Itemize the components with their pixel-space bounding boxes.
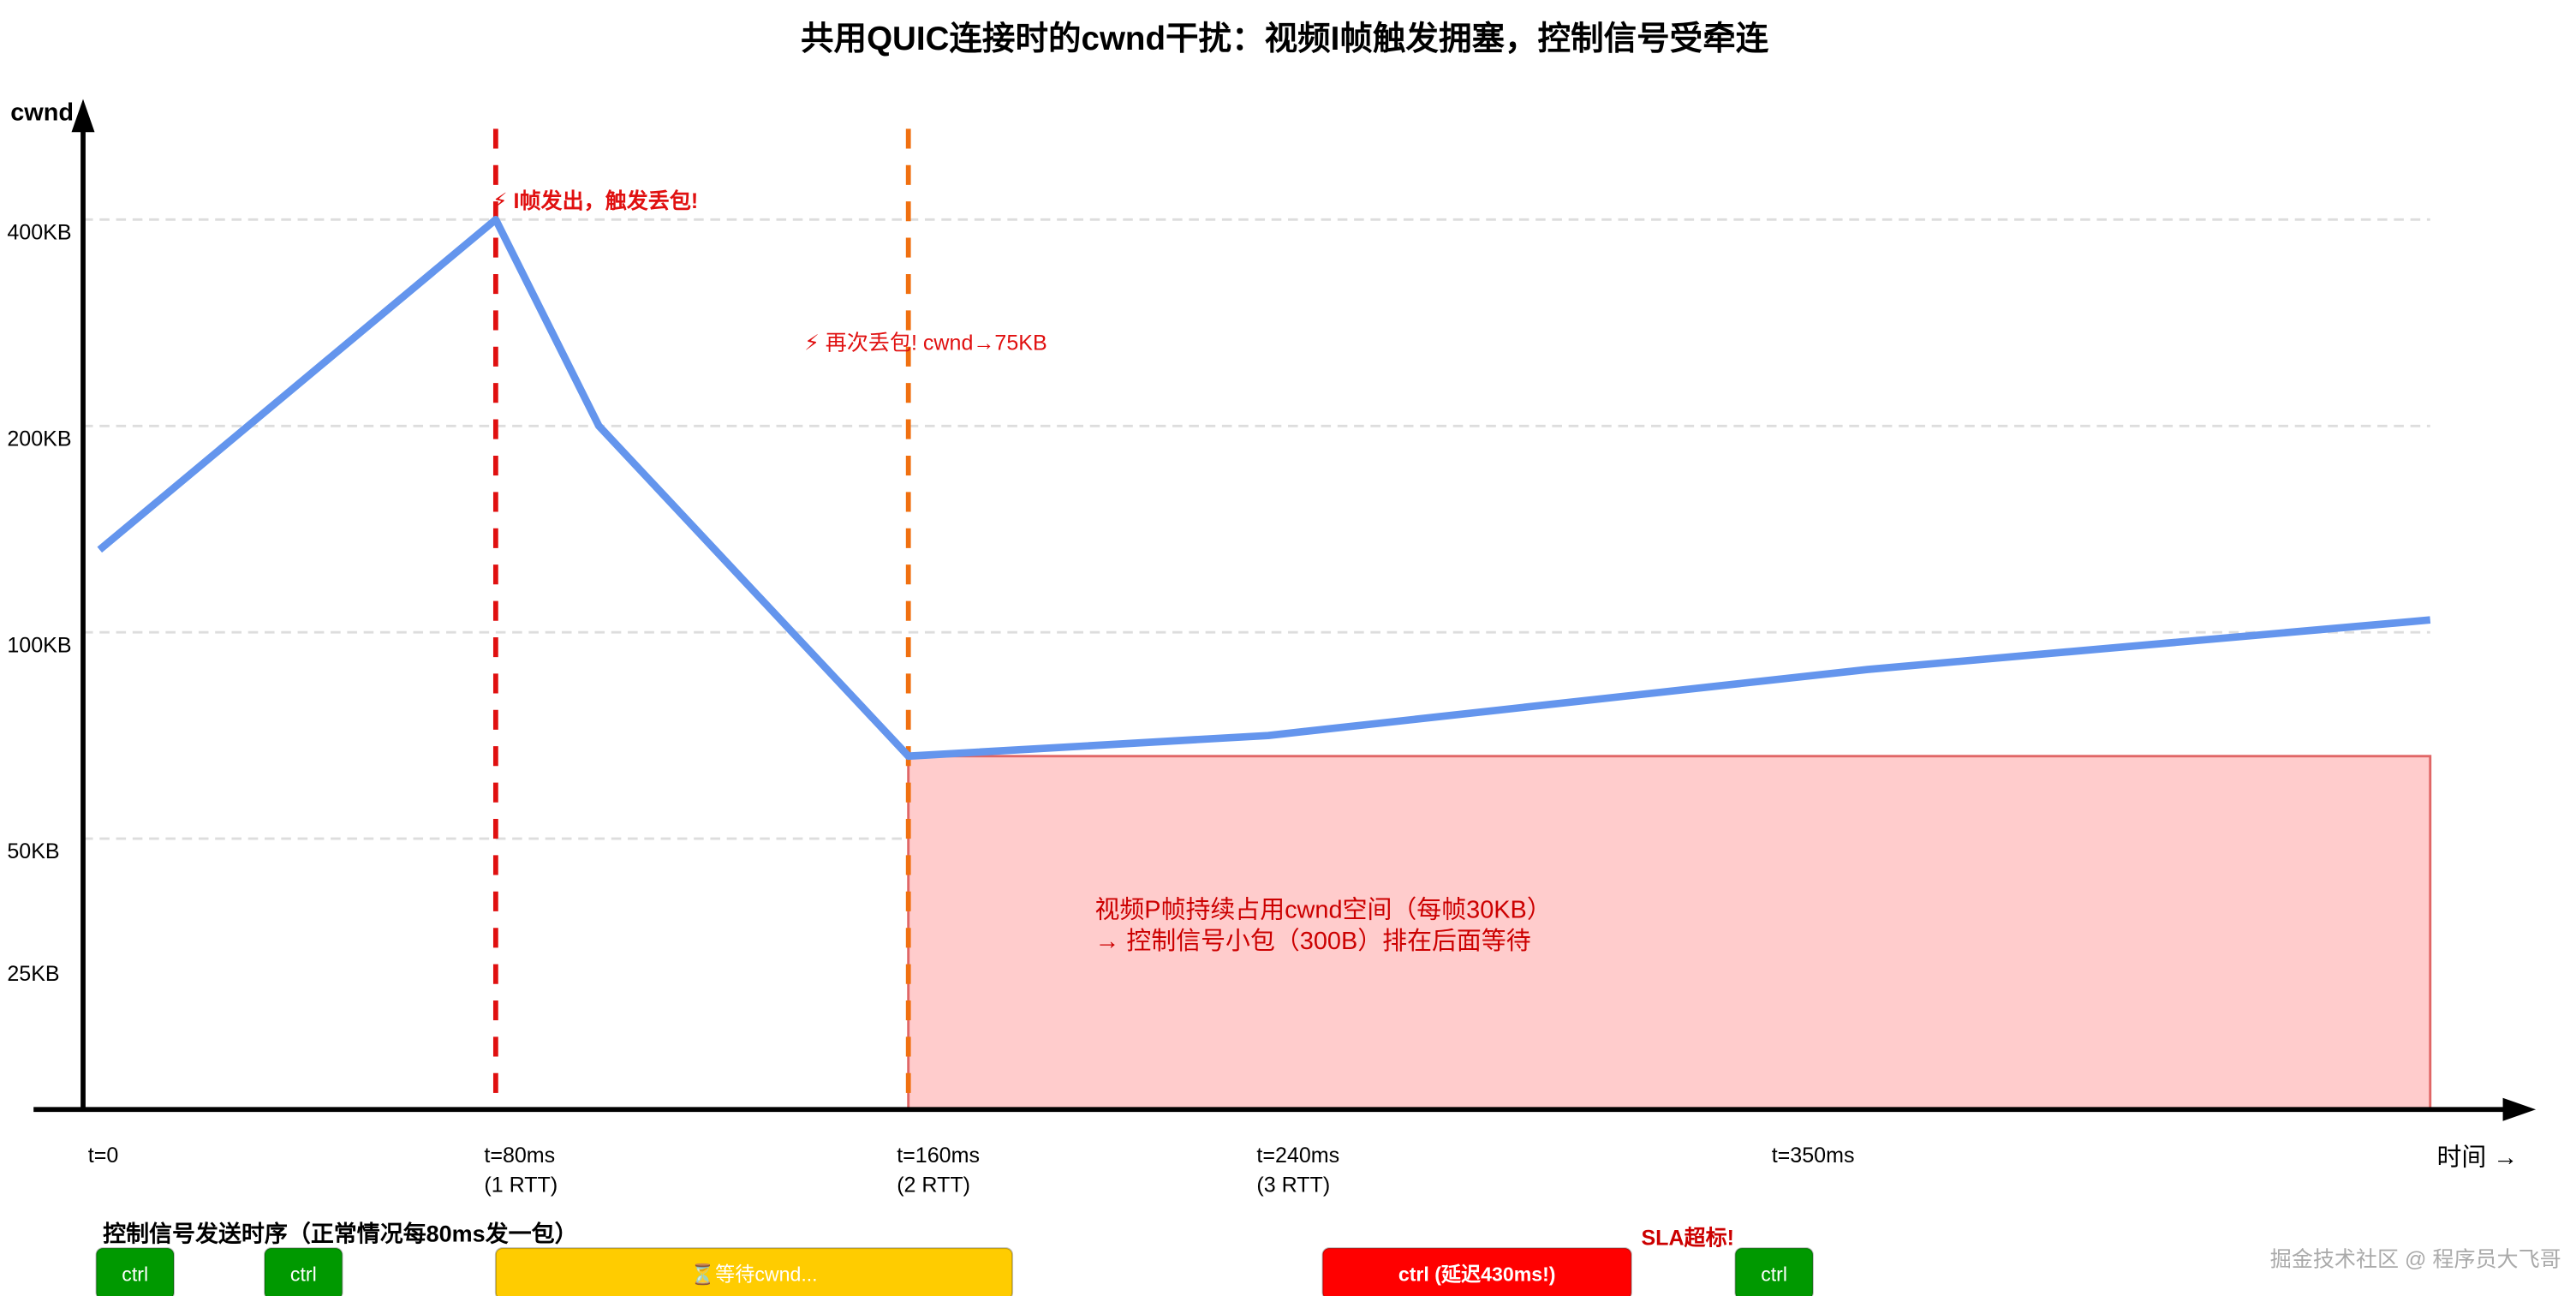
timeline-title: 控制信号发送时序（正常情况每80ms发一包） xyxy=(103,1220,577,1246)
y-tick-label: 100KB xyxy=(7,633,71,657)
timeline-box-bg xyxy=(95,1247,175,1296)
x-tick-label: t=240ms xyxy=(1256,1144,1339,1168)
y-axis-label: cwnd xyxy=(10,99,74,127)
timeline-box-label: ⏳等待cwnd... xyxy=(690,1263,817,1287)
x-tick-sublabel: (1 RTT) xyxy=(484,1174,558,1197)
loss-annotation: ⚡ 再次丢包! cwnd→75KB xyxy=(804,331,1046,355)
timeline-box: ctrl (延迟430ms!) xyxy=(1321,1247,1632,1296)
sla-label: SLA超标! xyxy=(1641,1225,1734,1250)
x-axis-arrow xyxy=(2502,1097,2537,1121)
y-tick-label: 25KB xyxy=(7,962,59,986)
timeline-box: ctrl xyxy=(264,1247,343,1296)
x-tick-label: t=0 xyxy=(88,1144,119,1168)
y-tick-label: 400KB xyxy=(7,220,71,244)
timeline-box-bg xyxy=(264,1247,343,1296)
x-tick-sublabel: (3 RTT) xyxy=(1256,1174,1330,1197)
timeline-box-bg xyxy=(494,1247,1014,1296)
loss-annotation: ⚡ I帧发出，触发丢包! xyxy=(492,188,698,213)
timeline-box-bg xyxy=(1321,1247,1632,1296)
x-tick-label: t=80ms xyxy=(484,1144,555,1168)
x-axis-label: 时间 → xyxy=(2436,1144,2518,1172)
timeline-box: ctrl xyxy=(95,1247,175,1296)
timeline-box: ctrl xyxy=(1734,1247,1814,1296)
cwnd-line xyxy=(97,216,2431,761)
congestion-region xyxy=(907,755,2432,1111)
timeline-box-label: ctrl (延迟430ms!) xyxy=(1398,1263,1556,1286)
x-tick-label: t=160ms xyxy=(897,1144,980,1168)
timeline-box-bg xyxy=(1734,1247,1814,1296)
y-tick-label: 200KB xyxy=(7,427,71,451)
timeline-box: ⏳等待cwnd... xyxy=(494,1247,1014,1296)
x-tick-sublabel: (2 RTT) xyxy=(897,1174,970,1197)
y-tick-label: 50KB xyxy=(7,839,59,863)
timeline-box-label: ctrl xyxy=(1761,1263,1787,1286)
watermark: 掘金技术社区 @ 程序员大飞哥 xyxy=(2270,1247,2561,1271)
region-annotation: → 控制信号小包（300B）排在后面等待 xyxy=(1094,928,1530,955)
y-axis-arrow xyxy=(71,99,95,133)
timeline-box-label: ctrl xyxy=(122,1263,148,1286)
chart-title: 共用QUIC连接时的cwnd干扰：视频I帧触发拥塞，控制信号受牵连 xyxy=(801,21,1769,57)
timeline-box-label: ctrl xyxy=(290,1263,317,1286)
region-annotation: 视频P帧持续占用cwnd空间（每帧30KB） xyxy=(1094,897,1551,924)
x-tick-label: t=350ms xyxy=(1772,1144,1855,1168)
